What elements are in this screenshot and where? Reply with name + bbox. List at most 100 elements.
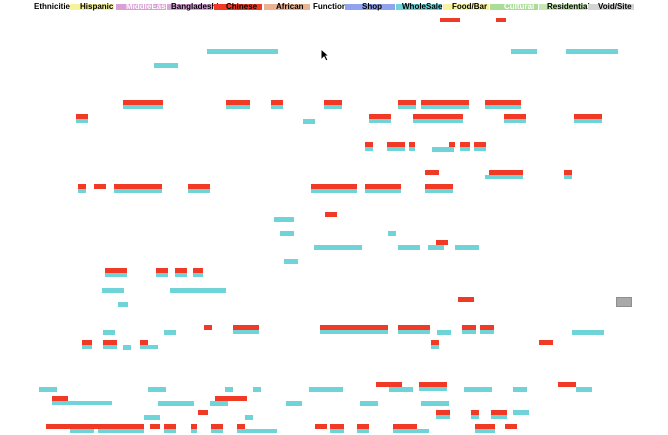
wholesale-building-block[interactable] (413, 119, 463, 123)
wholesale-building-block[interactable] (191, 429, 197, 433)
wholesale-building-block[interactable] (369, 119, 391, 123)
wholesale-building-block[interactable] (566, 49, 618, 54)
chinese-building-block[interactable] (357, 424, 369, 429)
wholesale-building-block[interactable] (574, 119, 602, 123)
chinese-building-block[interactable] (504, 114, 526, 119)
wholesale-building-block[interactable] (485, 105, 521, 109)
legend-label-food-bar[interactable]: Food/Bar (452, 2, 488, 11)
wholesale-building-block[interactable] (365, 189, 401, 193)
wholesale-building-block[interactable] (398, 245, 420, 250)
chinese-building-block[interactable] (211, 424, 223, 429)
wholesale-building-block[interactable] (432, 147, 454, 152)
wholesale-building-block[interactable] (324, 105, 342, 109)
chinese-building-block[interactable] (52, 396, 68, 401)
wholesale-building-block[interactable] (421, 105, 469, 109)
wholesale-building-block[interactable] (237, 429, 277, 433)
chinese-building-block[interactable] (105, 268, 127, 273)
wholesale-building-block[interactable] (437, 330, 451, 335)
wholesale-building-block[interactable] (572, 330, 604, 335)
legend-label-shop[interactable]: Shop (362, 2, 382, 11)
chinese-building-block[interactable] (311, 184, 357, 189)
chinese-building-block[interactable] (365, 184, 401, 189)
legend-label-bangladeshi[interactable]: Bangladeshi (171, 2, 219, 11)
chinese-building-block[interactable] (94, 184, 106, 189)
wholesale-building-block[interactable] (78, 189, 86, 193)
wholesale-building-block[interactable] (419, 387, 447, 391)
wholesale-building-block[interactable] (233, 330, 259, 334)
wholesale-building-block[interactable] (103, 345, 117, 349)
chinese-building-block[interactable] (419, 382, 447, 387)
wholesale-building-block[interactable] (474, 147, 486, 151)
chinese-building-block[interactable] (475, 424, 495, 429)
chinese-building-block[interactable] (365, 142, 373, 147)
chinese-building-block[interactable] (436, 410, 450, 415)
wholesale-building-block[interactable] (425, 189, 453, 193)
wholesale-building-block[interactable] (271, 105, 283, 109)
wholesale-building-block[interactable] (118, 302, 128, 307)
wholesale-building-block[interactable] (398, 105, 416, 109)
wholesale-building-block[interactable] (253, 387, 261, 392)
legend-label-wholesale[interactable]: WholeSale (402, 2, 443, 11)
chinese-building-block[interactable] (324, 100, 342, 105)
chinese-building-block[interactable] (164, 424, 176, 429)
wholesale-building-block[interactable] (226, 105, 250, 109)
wholesale-building-block[interactable] (421, 401, 449, 406)
wholesale-building-block[interactable] (188, 189, 210, 193)
chinese-building-block[interactable] (156, 268, 168, 273)
chinese-building-block[interactable] (496, 18, 506, 22)
wholesale-building-block[interactable] (148, 387, 166, 392)
wholesale-building-block[interactable] (389, 387, 413, 392)
wholesale-building-block[interactable] (314, 245, 362, 250)
wholesale-building-block[interactable] (105, 273, 127, 277)
chinese-building-block[interactable] (193, 268, 203, 273)
wholesale-building-block[interactable] (393, 429, 429, 433)
chinese-building-block[interactable] (558, 382, 576, 387)
chinese-building-block[interactable] (140, 340, 148, 345)
wholesale-building-block[interactable] (311, 189, 357, 193)
wholesale-building-block[interactable] (144, 415, 160, 420)
chinese-building-block[interactable] (114, 184, 162, 189)
chinese-building-block[interactable] (233, 325, 259, 330)
chinese-building-block[interactable] (398, 100, 416, 105)
chinese-building-block[interactable] (204, 325, 212, 330)
wholesale-building-block[interactable] (330, 429, 344, 433)
wholesale-building-block[interactable] (103, 330, 115, 335)
chinese-building-block[interactable] (462, 325, 476, 330)
chinese-building-block[interactable] (471, 410, 479, 415)
wholesale-building-block[interactable] (52, 401, 112, 405)
wholesale-building-block[interactable] (409, 147, 415, 151)
wholesale-building-block[interactable] (513, 387, 527, 392)
chinese-building-block[interactable] (574, 114, 602, 119)
wholesale-building-block[interactable] (387, 147, 405, 151)
wholesale-building-block[interactable] (576, 387, 592, 392)
chinese-building-block[interactable] (315, 424, 327, 429)
wholesale-building-block[interactable] (513, 410, 529, 415)
chinese-building-block[interactable] (150, 424, 160, 429)
chinese-building-block[interactable] (237, 424, 245, 429)
wholesale-building-block[interactable] (436, 415, 450, 419)
chinese-building-block[interactable] (485, 100, 521, 105)
wholesale-building-block[interactable] (102, 288, 124, 293)
wholesale-building-block[interactable] (431, 345, 439, 349)
wholesale-building-block[interactable] (123, 105, 163, 109)
chinese-building-block[interactable] (489, 170, 523, 175)
legend-label-hispanic[interactable]: Hispanic (80, 2, 114, 11)
chinese-building-block[interactable] (491, 410, 507, 415)
chinese-building-block[interactable] (460, 142, 470, 147)
chinese-building-block[interactable] (564, 170, 572, 175)
chinese-building-block[interactable] (449, 142, 455, 147)
chinese-building-block[interactable] (425, 184, 453, 189)
wholesale-building-block[interactable] (76, 119, 88, 123)
wholesale-building-block[interactable] (207, 49, 278, 54)
wholesale-building-block[interactable] (70, 429, 94, 433)
wholesale-building-block[interactable] (491, 415, 507, 419)
wholesale-building-block[interactable] (98, 429, 144, 433)
chinese-building-block[interactable] (409, 142, 415, 147)
chinese-building-block[interactable] (480, 325, 494, 330)
wholesale-building-block[interactable] (475, 429, 495, 433)
wholesale-building-block[interactable] (158, 401, 194, 406)
void-site-block[interactable] (616, 297, 632, 307)
chinese-building-block[interactable] (458, 297, 474, 302)
wholesale-building-block[interactable] (303, 119, 315, 124)
legend-label-african[interactable]: African (276, 2, 304, 11)
